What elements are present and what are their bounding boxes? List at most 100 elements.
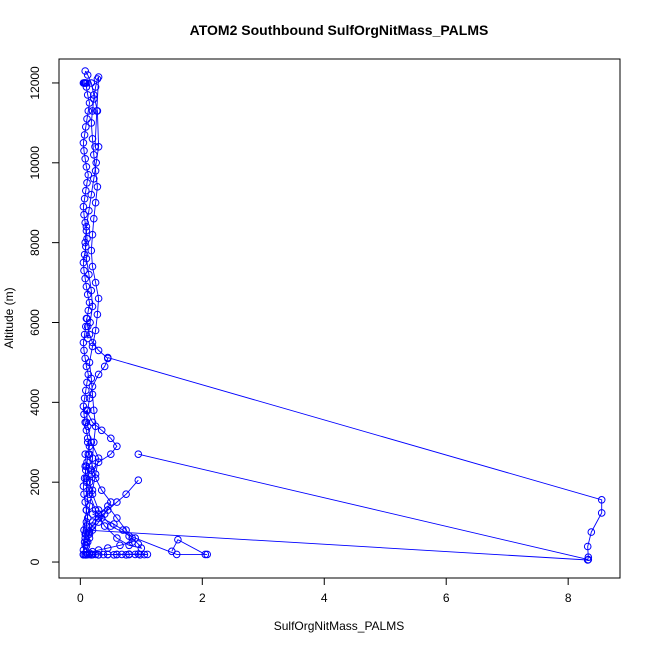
y-tick-label: 2000 — [28, 469, 42, 496]
x-tick-label: 0 — [77, 591, 84, 605]
y-axis: 0 2000 4000 6000 8000 10000 12000 — [28, 66, 60, 565]
data-point — [100, 362, 109, 371]
data-point — [82, 386, 90, 395]
series-line — [84, 357, 603, 561]
data-point — [80, 474, 89, 483]
data-series — [81, 353, 606, 564]
data-point — [87, 79, 96, 87]
data-point — [81, 155, 89, 163]
data-point — [87, 246, 96, 255]
data-point — [88, 462, 97, 471]
data-point — [81, 462, 89, 471]
data-point — [88, 342, 97, 351]
data-point — [88, 486, 97, 495]
data-point — [97, 514, 106, 522]
data-point — [94, 143, 103, 151]
data-point — [83, 378, 91, 387]
x-tick-label: 8 — [565, 591, 572, 605]
data-point — [82, 542, 91, 550]
data-point — [81, 498, 89, 506]
x-tick-label: 6 — [443, 591, 450, 605]
data-point — [82, 254, 91, 263]
data-point — [82, 222, 91, 231]
data-point — [119, 526, 127, 534]
x-tick-label: 4 — [321, 591, 328, 605]
data-point — [113, 442, 121, 451]
data-point — [83, 334, 92, 343]
data-point — [110, 520, 118, 528]
data-point — [88, 135, 97, 143]
series-line — [82, 82, 90, 551]
data-point — [91, 198, 100, 207]
data-point — [99, 550, 108, 559]
series-line — [138, 453, 589, 561]
data-point — [88, 510, 97, 518]
data-point — [88, 107, 97, 115]
data-point — [83, 422, 92, 431]
data-point — [80, 131, 89, 139]
data-point — [85, 450, 94, 459]
data-point — [80, 410, 88, 419]
data-point — [80, 147, 88, 155]
data-point — [93, 183, 102, 191]
data-point — [86, 318, 94, 327]
data-point — [201, 550, 210, 559]
data-point — [79, 338, 88, 347]
data-point — [91, 278, 100, 287]
data-point — [81, 354, 89, 363]
data-point — [85, 99, 94, 107]
data-point — [85, 549, 94, 558]
data-point — [137, 544, 146, 552]
data-point — [113, 550, 121, 559]
data-series — [82, 438, 115, 550]
data-point — [174, 535, 182, 544]
data-point — [82, 186, 90, 195]
series-line — [82, 466, 89, 555]
data-point — [583, 542, 592, 551]
data-point — [93, 107, 102, 115]
data-point — [85, 358, 94, 367]
series-line — [85, 318, 109, 423]
data-point — [82, 282, 91, 291]
data-point — [94, 458, 103, 467]
data-point — [82, 478, 91, 487]
data-point — [79, 402, 88, 411]
data-point — [143, 550, 152, 559]
data-point — [107, 450, 115, 459]
data-point — [81, 541, 89, 550]
data-point — [134, 476, 143, 485]
data-point — [83, 115, 91, 123]
data-point — [107, 434, 115, 443]
data-point — [88, 526, 97, 534]
data-point — [94, 454, 103, 463]
data-point — [83, 79, 91, 87]
data-point — [80, 250, 89, 259]
data-point — [85, 330, 94, 339]
series-line — [89, 76, 100, 491]
data-point — [81, 238, 89, 247]
data-point — [93, 310, 102, 319]
data-point — [584, 553, 593, 562]
data-point — [82, 506, 91, 514]
data-point — [125, 550, 133, 559]
data-point — [83, 179, 91, 187]
data-point — [82, 522, 91, 530]
data-point — [80, 210, 88, 219]
data-series — [85, 510, 136, 558]
y-axis-label: Altitude (m) — [2, 287, 16, 348]
data-point — [85, 534, 94, 542]
data-point — [113, 534, 121, 542]
data-point — [584, 555, 593, 564]
data-point — [81, 218, 89, 227]
data-point — [83, 71, 92, 79]
data-point — [84, 171, 93, 179]
data-point — [597, 496, 606, 504]
x-tick-label: 2 — [199, 591, 206, 605]
data-point — [97, 486, 106, 495]
data-point — [134, 450, 143, 459]
series-line — [85, 442, 112, 547]
data-point — [172, 550, 181, 559]
data-point — [113, 514, 121, 522]
series-line — [84, 410, 118, 535]
